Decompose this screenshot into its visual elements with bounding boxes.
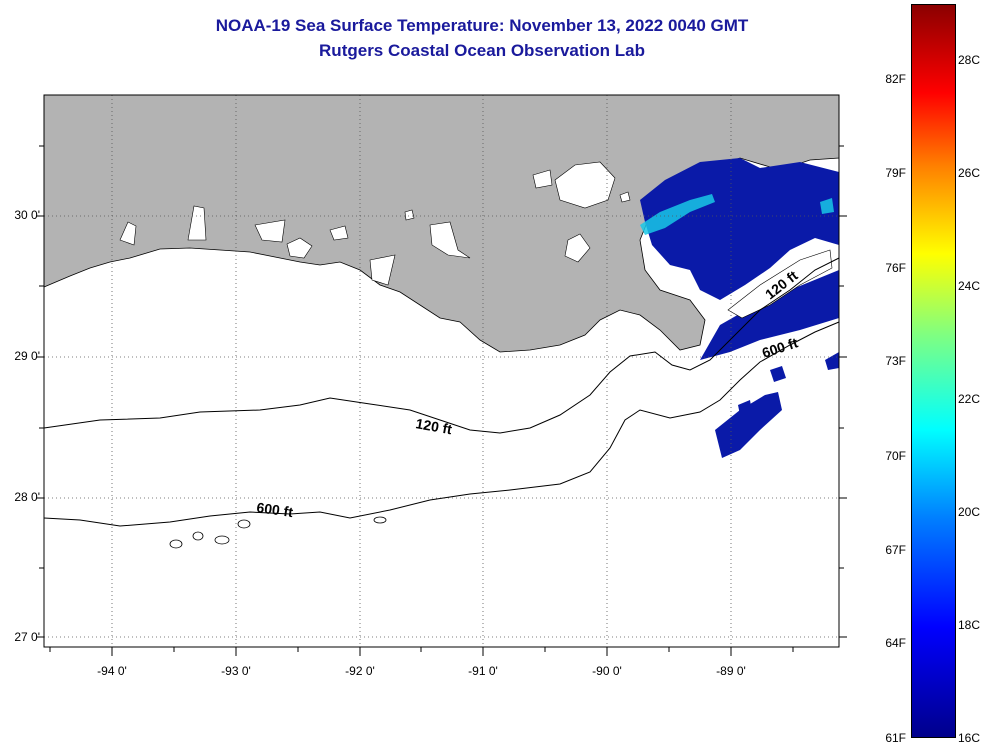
sst-cold-patches bbox=[640, 158, 839, 458]
lat-gridlines bbox=[44, 215, 839, 638]
lat-label: 27 0' bbox=[14, 630, 40, 644]
contour-label-600ft: 600 ft bbox=[256, 499, 295, 520]
lat-label: 28 0' bbox=[14, 490, 40, 504]
colorbar-f-label: 79F bbox=[885, 166, 906, 180]
lat-label: 30 0' bbox=[14, 208, 40, 222]
colorbar-f-label: 64F bbox=[885, 636, 906, 650]
lon-label: -90 0' bbox=[592, 664, 622, 678]
contour-120ft bbox=[43, 257, 840, 434]
lon-label: -89 0' bbox=[716, 664, 746, 678]
colorbar-c-label: 22C bbox=[958, 392, 981, 406]
colorbar-c-label: 18C bbox=[958, 618, 981, 632]
colorbar-f-label: 76F bbox=[885, 261, 906, 275]
lon-gridlines bbox=[111, 95, 732, 647]
cloud-gap bbox=[727, 249, 833, 319]
map-title: NOAA-19 Sea Surface Temperature: Novembe… bbox=[215, 16, 749, 35]
colorbar-f-label: 82F bbox=[885, 72, 906, 86]
contour-label-120ft: 120 ft bbox=[414, 415, 453, 437]
lat-label: 29 0' bbox=[14, 349, 40, 363]
lon-label: -93 0' bbox=[221, 664, 251, 678]
colorbar-c-label: 28C bbox=[958, 53, 981, 67]
colorbar-f-label: 67F bbox=[885, 543, 906, 557]
colorbar-f-label: 61F bbox=[885, 731, 906, 745]
sst-cyan-streak bbox=[640, 194, 834, 235]
lon-label: -94 0' bbox=[97, 664, 127, 678]
colorbar-c-label: 20C bbox=[958, 505, 981, 519]
colorbar-c-label: 24C bbox=[958, 279, 981, 293]
map-frame bbox=[43, 94, 840, 648]
contour-600ft-loops bbox=[169, 516, 387, 549]
map-subtitle: Rutgers Coastal Ocean Observation Lab bbox=[319, 41, 645, 60]
colorbar-c-label: 16C bbox=[958, 731, 981, 745]
lon-label: -92 0' bbox=[345, 664, 375, 678]
lon-label: -91 0' bbox=[468, 664, 498, 678]
axis-ticks bbox=[36, 145, 847, 656]
colorbar-f-label: 73F bbox=[885, 354, 906, 368]
lakes bbox=[119, 161, 631, 286]
colorbar-f-label: 70F bbox=[885, 449, 906, 463]
temperature-colorbar bbox=[911, 4, 956, 738]
colorbar-c-label: 26C bbox=[958, 166, 981, 180]
contour-600ft bbox=[43, 321, 840, 527]
